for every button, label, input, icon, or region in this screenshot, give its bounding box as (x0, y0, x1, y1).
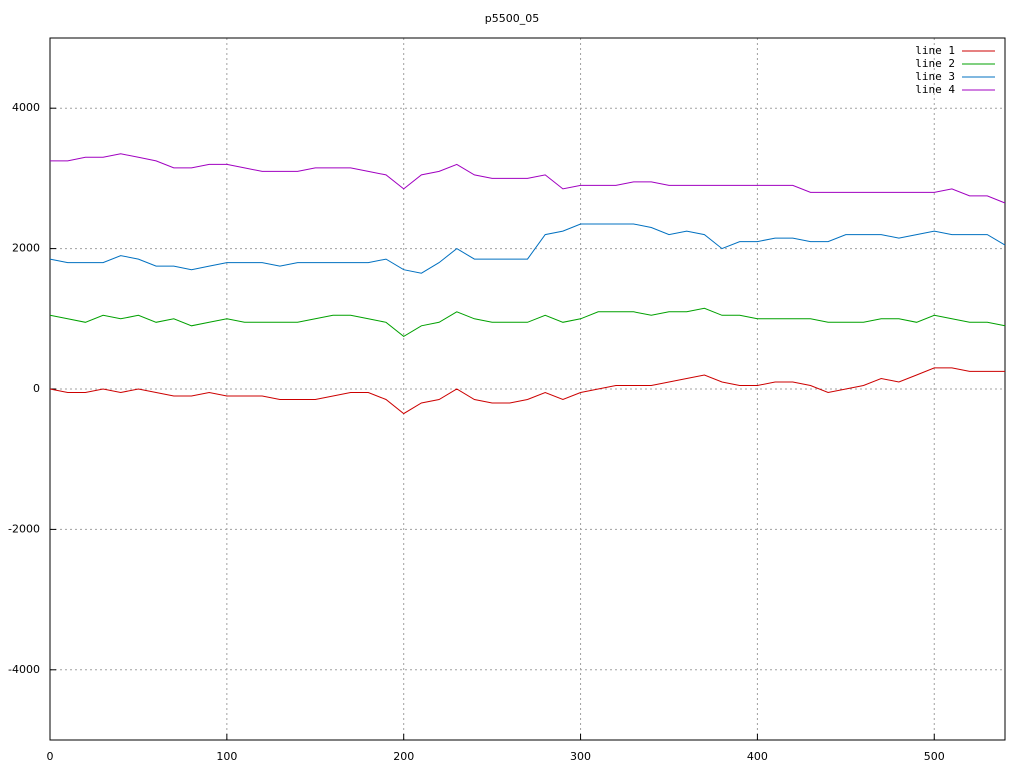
x-tick-label: 100 (216, 750, 237, 763)
chart-title: p5500_05 (485, 12, 539, 25)
x-tick-label: 400 (747, 750, 768, 763)
legend-label: line 1 (915, 44, 955, 57)
legend-label: line 3 (915, 70, 955, 83)
line-series (50, 153, 1006, 204)
legend-label: line 2 (915, 57, 955, 70)
line-series (49, 307, 1006, 338)
y-tick-label: -2000 (8, 522, 40, 535)
y-tick-label: 2000 (12, 242, 40, 255)
line-series (49, 223, 1006, 274)
x-tick-label: 0 (47, 750, 54, 763)
line-series (49, 367, 1005, 415)
y-tick-label: 4000 (12, 101, 40, 114)
x-tick-label: 200 (393, 750, 414, 763)
y-tick-label: 0 (33, 382, 40, 395)
legend-label: line 4 (915, 83, 955, 96)
y-tick-label: -4000 (8, 663, 40, 676)
x-tick-label: 300 (570, 750, 591, 763)
x-tick-label: 500 (924, 750, 945, 763)
